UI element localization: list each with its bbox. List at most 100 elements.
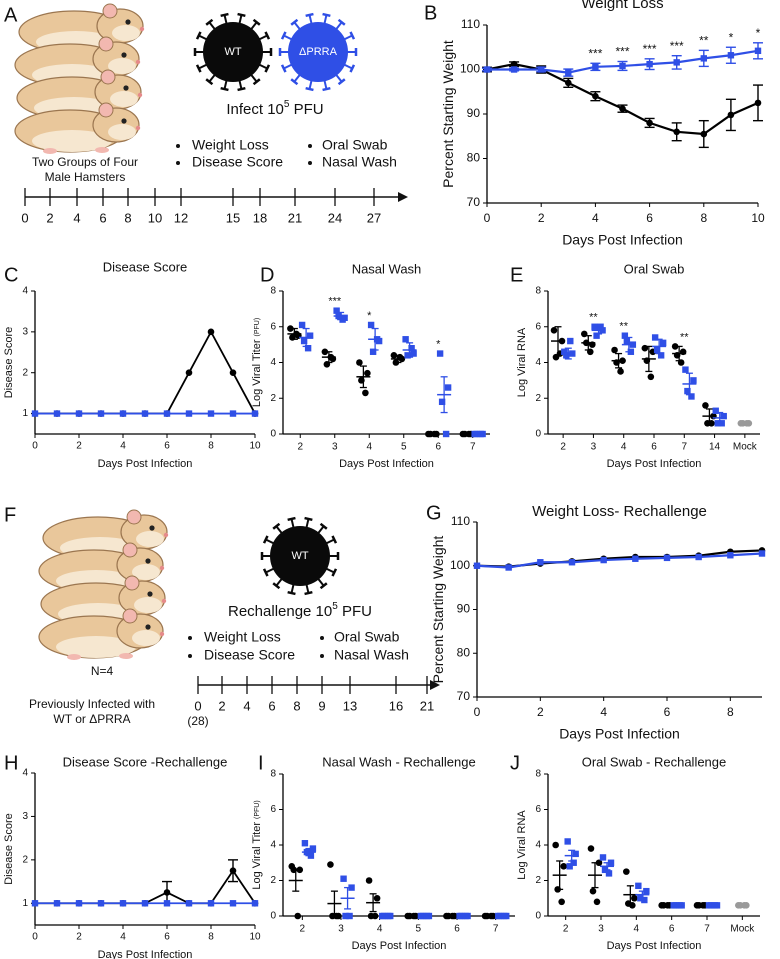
point xyxy=(560,863,567,870)
y-tick-label: 8 xyxy=(535,286,541,297)
virus-spike-cap xyxy=(280,31,287,40)
point xyxy=(185,900,193,907)
timeline-label: 0 xyxy=(194,698,201,713)
point xyxy=(651,334,659,341)
point xyxy=(207,410,215,417)
y-tick-label: 8 xyxy=(535,769,541,780)
virus-spike-cap xyxy=(304,590,313,596)
y-tick-label: 6 xyxy=(535,321,541,332)
significance: ** xyxy=(589,312,598,324)
chart-title: Disease Score -Rechallenge xyxy=(63,754,228,769)
point xyxy=(641,896,648,904)
point xyxy=(390,352,398,359)
timeline-label: 27 xyxy=(367,210,381,225)
y-tick-label: 2 xyxy=(535,875,541,886)
significance: ** xyxy=(699,34,709,48)
point xyxy=(442,430,450,438)
virus-spike-cap xyxy=(205,18,214,26)
y-tick-label: 2 xyxy=(270,875,276,886)
point xyxy=(119,410,127,417)
point xyxy=(141,410,149,417)
y-axis-label: Disease Score xyxy=(3,327,15,399)
timeline-label: 8 xyxy=(293,698,300,713)
point xyxy=(287,325,294,332)
point xyxy=(296,866,304,874)
virus-spike-cap xyxy=(280,64,287,73)
y-tick-label: 6 xyxy=(535,804,541,815)
timeline-label: 13 xyxy=(343,698,357,713)
point xyxy=(700,130,708,138)
point xyxy=(611,346,618,354)
point xyxy=(436,350,444,357)
chart-title: Disease Score xyxy=(103,259,188,274)
readout: Disease Score xyxy=(192,154,283,170)
point xyxy=(473,562,481,569)
point xyxy=(565,69,572,76)
point xyxy=(720,412,727,420)
y-axis-label: Log Viral RNA xyxy=(516,810,528,880)
x-tick-label: 2 xyxy=(563,924,569,935)
y-tick-label: 70 xyxy=(467,195,481,209)
infect-main: Infect 10 xyxy=(226,101,284,118)
chart-title: Nasal Wash xyxy=(352,261,422,276)
point xyxy=(702,402,709,409)
y-tick-label: 3 xyxy=(22,811,28,822)
point xyxy=(301,840,309,847)
point xyxy=(365,877,373,884)
point xyxy=(342,912,349,920)
significance: *** xyxy=(643,42,657,56)
x-tick-label: 6 xyxy=(454,924,460,935)
bullet xyxy=(308,144,312,148)
point xyxy=(333,307,340,314)
point xyxy=(563,352,570,359)
x-axis-label: Days Post Infection xyxy=(98,949,193,959)
y-tick-label: 70 xyxy=(457,689,471,703)
point xyxy=(444,384,452,391)
point xyxy=(552,841,559,849)
y-axis-label: Log Viral Titer (PFU) xyxy=(251,800,263,889)
point xyxy=(369,348,377,355)
y-tick-label: 4 xyxy=(22,286,28,297)
point xyxy=(367,321,375,329)
virus-spike-cap xyxy=(305,12,314,18)
point xyxy=(304,345,312,352)
point xyxy=(631,894,638,902)
point xyxy=(617,368,624,375)
y-tick-label: 6 xyxy=(270,804,276,815)
point xyxy=(688,393,695,400)
point xyxy=(673,59,680,66)
y-tick-label: 100 xyxy=(450,558,470,572)
y-tick-label: 2 xyxy=(535,393,541,404)
point xyxy=(623,868,630,875)
virus-spike-cap xyxy=(272,582,281,590)
point xyxy=(566,863,573,870)
bullet xyxy=(176,161,180,165)
point xyxy=(404,352,411,359)
y-axis-label-main: Percent Starting Weight xyxy=(430,536,446,684)
readout: Nasal Wash xyxy=(322,154,397,170)
x-tick-label: 14 xyxy=(709,442,721,453)
y-axis-label: Log Viral RNA xyxy=(516,327,528,397)
point xyxy=(410,350,417,357)
y-axis-label-main: Disease Score xyxy=(3,327,15,399)
x-tick-label: 4 xyxy=(120,441,126,452)
point xyxy=(599,854,607,861)
x-tick-label: 0 xyxy=(32,932,38,943)
virus-spike-cap xyxy=(349,64,356,73)
x-tick-label: 8 xyxy=(208,932,214,943)
y-axis-label: Disease Score xyxy=(3,813,15,885)
x-tick-label: 7 xyxy=(704,924,710,935)
point xyxy=(632,555,639,562)
timeline-label: 24 xyxy=(328,210,342,225)
virus-spike-cap xyxy=(322,12,331,18)
y-tick-label: 4 xyxy=(22,768,28,779)
virus-spike-cap xyxy=(237,86,246,92)
bullet xyxy=(188,654,192,658)
x-tick-label: 8 xyxy=(700,211,707,225)
series-line xyxy=(476,552,763,569)
point xyxy=(163,900,171,907)
point xyxy=(538,66,545,73)
panel-letter: A xyxy=(4,4,18,26)
x-tick-label: 6 xyxy=(651,442,657,453)
panel-letter: C xyxy=(4,264,18,286)
